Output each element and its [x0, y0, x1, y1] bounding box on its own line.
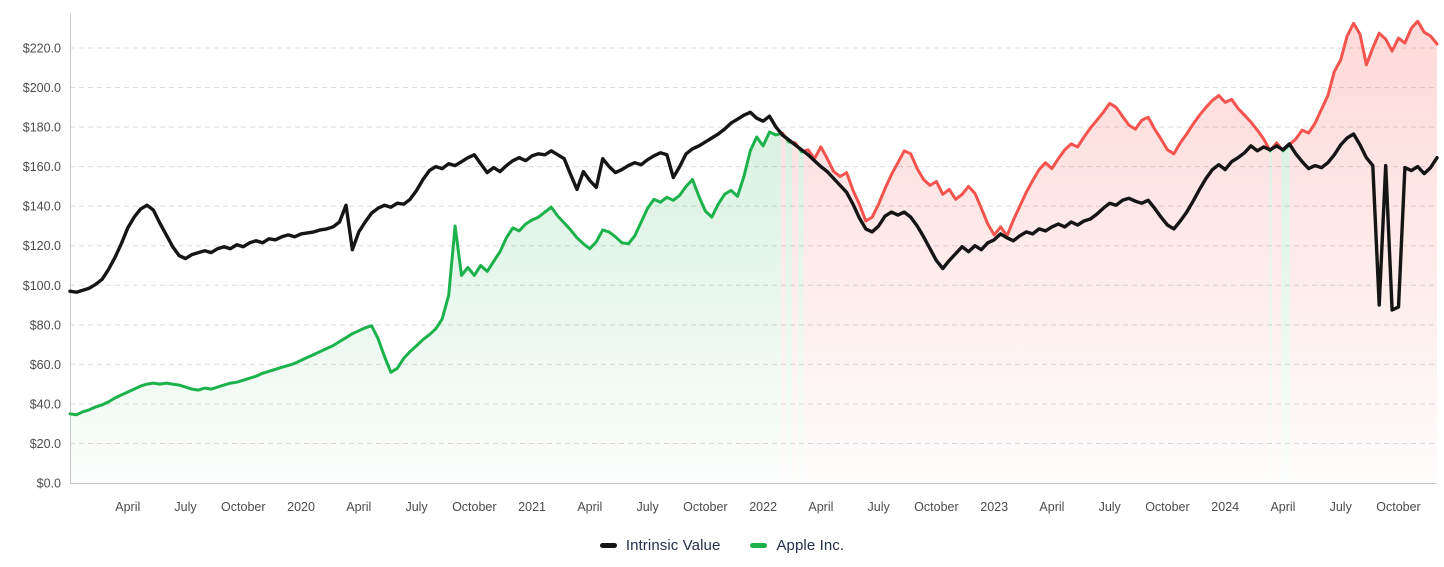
x-axis-tick-label: 2023 [980, 500, 1008, 514]
x-axis-tick-label: October [914, 500, 958, 514]
y-axis-tick-label: $20.0 [30, 437, 61, 451]
x-axis-tick-label: April [1039, 500, 1064, 514]
x-axis-tick-label: April [577, 500, 602, 514]
overvalued-area [781, 133, 786, 483]
apple-inc-swatch-icon [750, 543, 768, 548]
y-axis-tick-label: $60.0 [30, 358, 61, 372]
y-axis-tick-label: $40.0 [30, 397, 61, 411]
legend-item-apple-inc[interactable]: Apple Inc. [750, 537, 844, 554]
undervalued-area [1269, 148, 1272, 484]
undervalued-area [1281, 144, 1290, 483]
x-axis-tick-label: April [1270, 500, 1295, 514]
chart-legend: Intrinsic Value Apple Inc. [0, 537, 1444, 554]
legend-item-intrinsic-value[interactable]: Intrinsic Value [599, 537, 721, 554]
x-axis-tick-label: July [636, 500, 659, 514]
x-axis-tick-label: October [1376, 500, 1420, 514]
y-axis-tick-label: $120.0 [23, 239, 61, 253]
x-axis-tick-label: July [174, 500, 197, 514]
y-axis-tick-label: $200.0 [23, 81, 61, 95]
legend-label-intrinsic-value: Intrinsic Value [625, 537, 721, 554]
undervalued-area [70, 132, 782, 483]
overvalued-area [1289, 21, 1437, 484]
y-axis-tick-label: $160.0 [23, 160, 61, 174]
intrinsic-value-line [68, 110, 1439, 312]
x-axis-tick-label: 2021 [518, 500, 546, 514]
intrinsic-value-swatch-icon [599, 543, 617, 548]
x-axis-tick-label: 2022 [749, 500, 777, 514]
x-axis-tick-label: July [868, 500, 891, 514]
x-axis-tick-label: April [808, 500, 833, 514]
legend-label-apple-inc: Apple Inc. [776, 537, 845, 554]
x-axis-tick-label: 2020 [287, 500, 315, 514]
x-axis-tick-label: July [405, 500, 428, 514]
price-line-overvalued [1288, 19, 1439, 146]
price-line-overvalued [802, 94, 1271, 238]
y-axis-tick-label: $100.0 [23, 279, 61, 293]
price-line-undervalued [68, 130, 783, 417]
x-axis-tick-label: April [115, 500, 140, 514]
x-axis-tick-label: July [1099, 500, 1122, 514]
x-axis-tick-label: 2024 [1211, 500, 1239, 514]
x-axis-tick-label: July [1330, 500, 1353, 514]
undervalued-area [798, 147, 804, 483]
x-axis-tick-label: October [683, 500, 727, 514]
x-axis-tick-label: October [221, 500, 265, 514]
overvalued-area [803, 95, 1270, 483]
overvalued-area [792, 142, 799, 483]
y-axis-tick-label: $220.0 [23, 42, 61, 56]
x-axis-tick-label: October [1145, 500, 1189, 514]
y-axis-tick-label: $80.0 [30, 318, 61, 332]
x-axis-tick-label: April [346, 500, 371, 514]
overvalued-area [1271, 142, 1282, 483]
x-axis-tick-label: October [452, 500, 496, 514]
y-axis-tick-label: $180.0 [23, 121, 61, 135]
y-axis-tick-label: $140.0 [23, 200, 61, 214]
undervalued-area [785, 137, 792, 483]
y-axis-tick-label: $0.0 [37, 477, 61, 491]
